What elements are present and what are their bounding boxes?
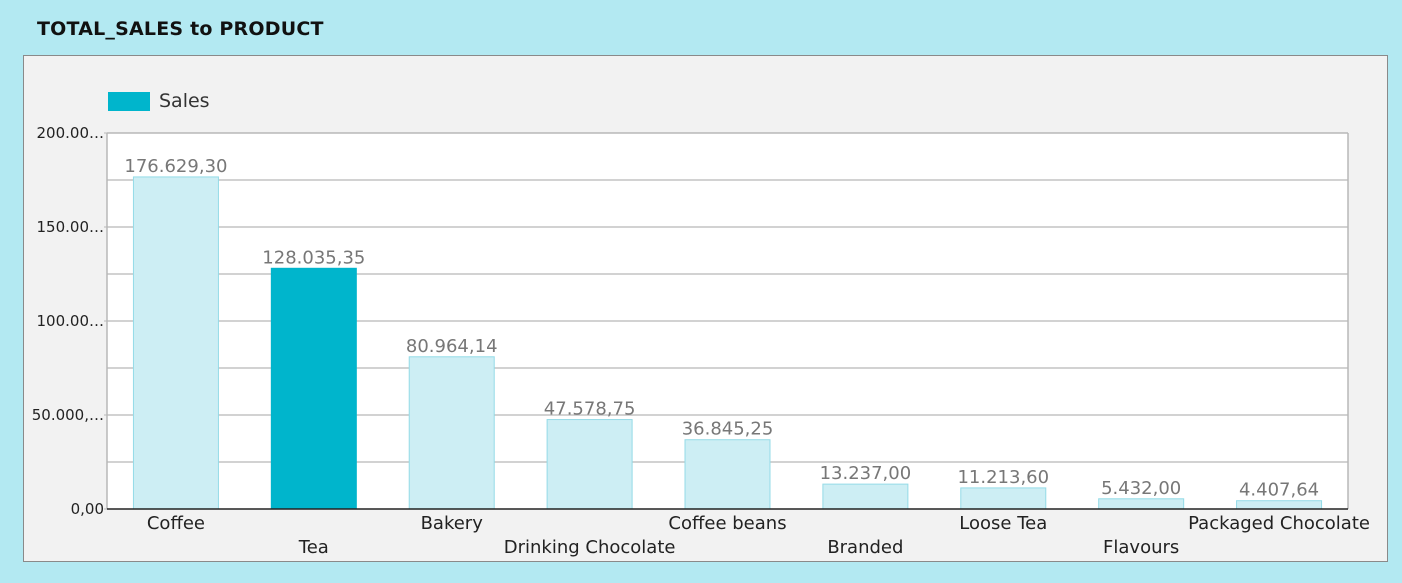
data-label: 13.237,00 [820,463,912,484]
bar [960,487,1047,510]
y-tick-label: 50.000,… [32,406,104,424]
x-category-label: Bakery [421,513,484,534]
data-label: 36.845,25 [682,419,774,440]
data-label: 128.035,35 [262,247,365,268]
legend-swatch [108,91,150,111]
y-tick-label: 0,00 [71,500,104,518]
bar-chart: 0,00 50.000,… 100.00… 150.00… 200.00… 176.629… [32,124,1370,558]
data-label: 5.432,00 [1101,478,1181,499]
chart-panel: Sales 0,00 50.000,… 100.00… 150.00… 200.00… 1… [23,55,1388,562]
bar [1098,498,1185,510]
data-label: 47.578,75 [544,399,636,420]
data-label: 176.629,30 [124,156,227,177]
y-tick-label: 150.00… [37,218,105,236]
x-category-label: Packaged Chocolate [1188,513,1370,534]
bar [684,439,771,510]
bar [1236,500,1323,510]
x-category-label: Coffee [147,513,205,534]
y-tick-label: 200.00… [37,124,105,142]
bar [822,483,909,510]
y-tick-label: 100.00… [37,312,105,330]
legend-label: Sales [159,90,210,112]
x-category-label: Flavours [1103,537,1179,558]
data-label: 80.964,14 [406,336,498,357]
x-category-label: Loose Tea [959,513,1047,534]
data-label: 4.407,64 [1239,480,1319,501]
x-category-label: Drinking Chocolate [504,537,676,558]
chart-title: TOTAL_SALES to PRODUCT [37,18,324,40]
x-category-label: Branded [827,537,903,558]
legend[interactable]: Sales [108,90,210,112]
x-category-label: Coffee beans [668,513,786,534]
bar [132,176,219,510]
x-category-label: Tea [298,537,329,558]
bar [408,356,495,510]
data-label: 11.213,60 [957,467,1049,488]
bar [270,267,357,510]
bar [546,419,633,510]
